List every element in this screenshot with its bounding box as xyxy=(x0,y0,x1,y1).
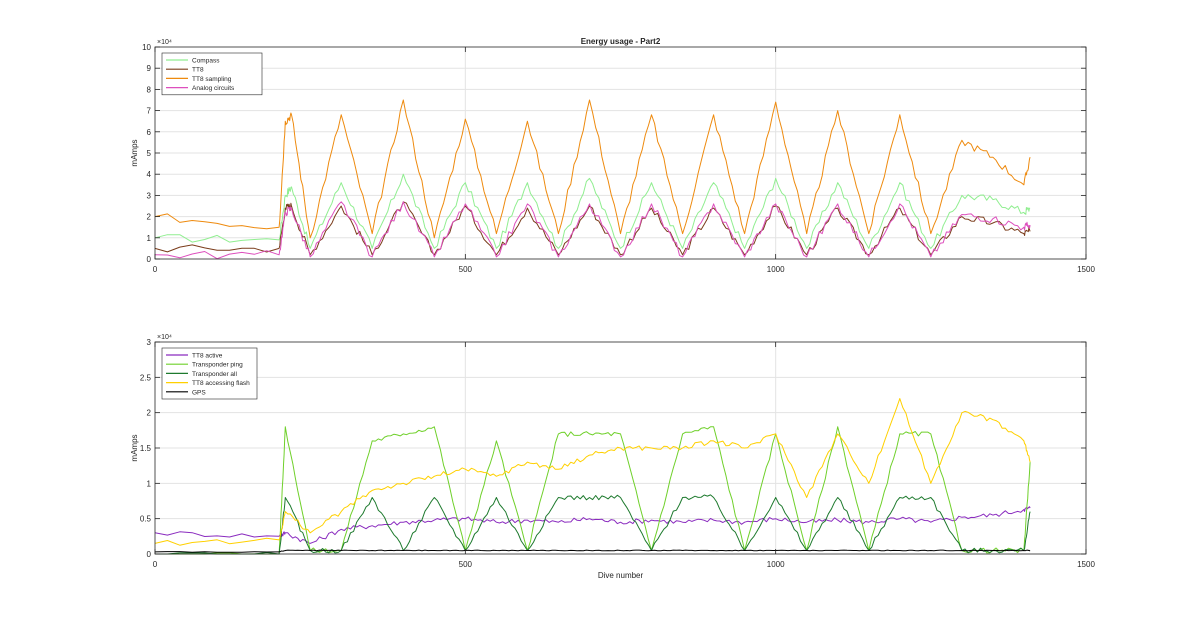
series-line-analog-circuits xyxy=(154,201,1031,260)
legend-label-transponder-all: Transponder all xyxy=(192,371,237,378)
series-lines xyxy=(154,99,1031,260)
y-exponent-label: ×10⁴ xyxy=(157,39,172,46)
x-tick-label: 500 xyxy=(459,265,473,274)
y-tick-label: 2 xyxy=(147,213,152,222)
top-plot-compass-tt8-analog: 0 500 1000 1500 0 1 2 3 4 5 6 7 8 9 10 ×10⁴ mAmps Energy … xyxy=(130,37,1095,274)
y-tick-label: 1 xyxy=(147,479,152,488)
series-line-transponder-ping xyxy=(155,426,1031,555)
legend-label-analog-circuits: Analog circuits xyxy=(192,85,235,92)
x-tick-label: 500 xyxy=(459,560,473,569)
x-axis: 0 500 1000 1500 xyxy=(153,47,1095,274)
legend-label-tt8-accessing-flash: TT8 accessing flash xyxy=(192,380,250,387)
x-axis-label: Dive number xyxy=(598,571,644,580)
y-tick-label: 6 xyxy=(147,128,152,137)
y-axis-label: mAmps xyxy=(130,139,139,166)
legend-label-tt8: TT8 xyxy=(192,67,204,74)
x-axis: 0 500 1000 1500 xyxy=(153,342,1095,569)
y-tick-label: 0 xyxy=(147,550,152,559)
y-tick-label: 3 xyxy=(147,191,152,200)
legend-label-tt8-active: TT8 active xyxy=(192,353,223,360)
y-tick-label: 10 xyxy=(142,43,151,52)
x-tick-label: 0 xyxy=(153,560,158,569)
y-tick-label: 4 xyxy=(147,170,152,179)
bottom-plot-transponder-gps: 0 500 1000 1500 0 0.5 1 1.5 2 2.5 3 ×10⁴ mAmps Dive n… xyxy=(130,334,1095,580)
y-tick-label: 2 xyxy=(147,409,152,418)
y-tick-label: 5 xyxy=(147,149,152,158)
y-axis: 0 0.5 1 1.5 2 2.5 3 xyxy=(140,338,1086,559)
series-line-compass xyxy=(154,173,1031,249)
legend: TT8 active Transponder ping Transponder al… xyxy=(161,347,258,400)
series-line-tt8-active xyxy=(154,506,1031,544)
x-tick-label: 1000 xyxy=(767,560,785,569)
x-tick-label: 1500 xyxy=(1077,560,1095,569)
legend-label-compass: Compass xyxy=(192,58,220,65)
y-exponent-label: ×10⁴ xyxy=(157,334,172,341)
series-line-gps xyxy=(154,549,1031,553)
legend-label-gps: GPS xyxy=(192,389,206,396)
y-tick-label: 7 xyxy=(147,107,152,116)
y-tick-label: 3 xyxy=(147,338,152,347)
y-tick-label: 1 xyxy=(147,234,152,243)
y-tick-label: 0 xyxy=(147,255,152,264)
grid-lines xyxy=(155,47,1086,259)
legend-label-transponder-ping: Transponder ping xyxy=(192,362,243,369)
legend-label-tt8-sampling: TT8 sampling xyxy=(192,76,232,83)
y-tick-label: 2.5 xyxy=(140,373,152,382)
chart-title: Energy usage - Part2 xyxy=(581,37,661,46)
series-line-transponder-all xyxy=(155,494,1031,555)
y-axis: 0 1 2 3 4 5 6 7 8 9 10 xyxy=(142,43,1086,264)
y-tick-label: 1.5 xyxy=(140,444,152,453)
y-tick-label: 8 xyxy=(147,85,152,94)
y-tick-label: 9 xyxy=(147,64,152,73)
series-lines xyxy=(154,398,1031,555)
x-tick-label: 1000 xyxy=(767,265,785,274)
x-tick-label: 0 xyxy=(153,265,158,274)
legend: Compass TT8 TT8 sampling Analog circuits xyxy=(161,52,263,96)
series-line-tt8-accessing-flash xyxy=(154,398,1031,546)
x-tick-label: 1500 xyxy=(1077,265,1095,274)
series-line-tt8-sampling xyxy=(154,99,1031,239)
y-tick-label: 0.5 xyxy=(140,515,152,524)
y-axis-label: mAmps xyxy=(130,434,139,461)
